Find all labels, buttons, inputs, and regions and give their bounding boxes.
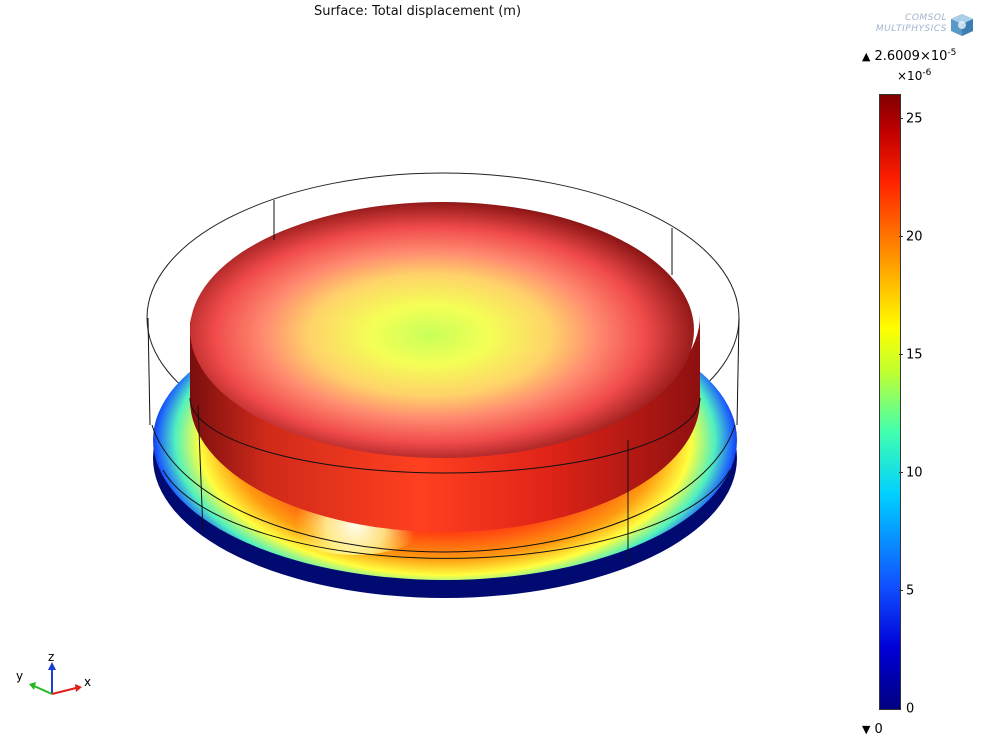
colorbar-max-value: 2.6009×10 xyxy=(874,49,948,64)
colorbar-scale-base: ×10 xyxy=(897,69,923,83)
colorbar-tick-label: 15 xyxy=(906,347,923,363)
colorbar-tick-label: 25 xyxy=(906,111,923,127)
colorbar-max-label: ▲ 2.6009×10-5 xyxy=(862,48,956,64)
comsol-cube-icon xyxy=(951,14,973,36)
colorbar-min-value: 0 xyxy=(874,722,883,737)
plot-title: Surface: Total displacement (m) xyxy=(313,4,522,19)
colorbar-tick-label: 0 xyxy=(906,701,915,717)
axis-orientation-triad: z x y xyxy=(16,650,91,695)
x-axis-label: x xyxy=(84,675,91,689)
y-axis-arrow xyxy=(33,685,53,695)
y-axis-label: y xyxy=(16,669,23,683)
colorbar-tickmark xyxy=(899,590,903,591)
logo-line-2: MULTIPHYSICS xyxy=(875,24,947,34)
max-triangle-icon: ▲ xyxy=(862,50,871,63)
colorbar-max-exponent: -5 xyxy=(947,48,957,58)
z-axis-label: z xyxy=(48,650,54,664)
x-axis-arrow xyxy=(51,687,77,695)
colorbar-scale-exponent: -6 xyxy=(922,68,932,78)
colorbar-tick-label: 5 xyxy=(906,583,915,599)
cylinder-wall xyxy=(190,315,700,532)
colorbar-tick-label: 10 xyxy=(906,465,923,481)
colorbar-tickmark xyxy=(899,472,903,473)
cylinder-top-surface xyxy=(190,202,694,458)
colorbar-tickmark xyxy=(899,354,903,355)
logo-line-1: COMSOL xyxy=(905,13,947,23)
colorbar-tickmark xyxy=(899,118,903,119)
colorbar-tick-label: 20 xyxy=(906,229,923,245)
colorbar xyxy=(879,94,901,710)
min-triangle-icon: ▼ xyxy=(862,723,871,736)
colorbar-tickmark xyxy=(899,236,903,237)
colorbar-min-label: ▼ 0 xyxy=(862,722,883,737)
comsol-logo: COMSOL MULTIPHYSICS xyxy=(835,12,977,42)
colorbar-scale-factor: ×10-6 xyxy=(897,68,931,83)
3d-viewport[interactable] xyxy=(0,0,860,749)
